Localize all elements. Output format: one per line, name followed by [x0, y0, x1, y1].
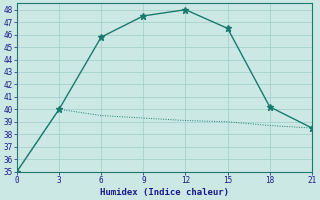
X-axis label: Humidex (Indice chaleur): Humidex (Indice chaleur) — [100, 188, 229, 197]
